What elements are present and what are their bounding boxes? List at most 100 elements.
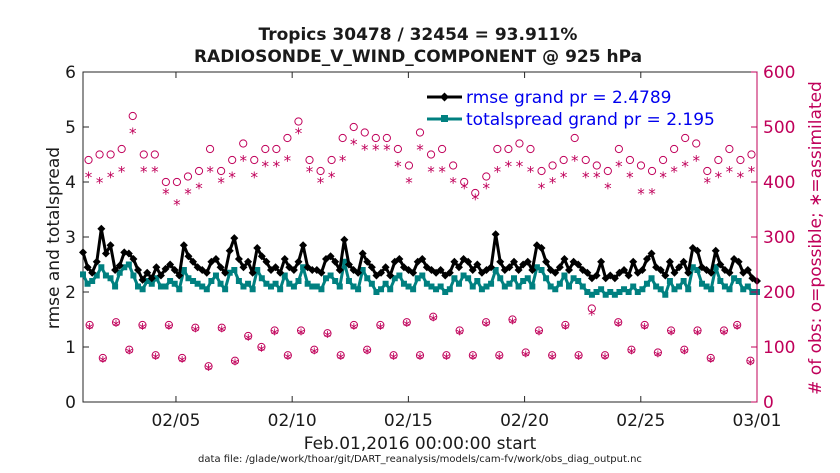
possible-obs-point xyxy=(250,155,259,165)
possible-obs-point xyxy=(139,150,148,159)
series-layer: * * * *** **** *** **** * **** *** * * ***** ** **** * *… xyxy=(79,111,761,379)
totalspread-point xyxy=(203,286,210,293)
rmse-point xyxy=(115,261,124,270)
assimilated-obs-point: * xyxy=(306,163,314,181)
totalspread-point xyxy=(552,286,559,293)
rmse-point xyxy=(386,271,395,280)
assimilated-obs-point: * xyxy=(324,328,332,346)
totalspread-point xyxy=(731,275,738,282)
rmse-point xyxy=(638,266,647,274)
assimilated-obs-point: * xyxy=(522,347,530,365)
assimilated-obs-point: * xyxy=(206,163,214,181)
totalspread-point xyxy=(547,283,554,290)
totalspread-point xyxy=(290,283,297,290)
totalspread-point xyxy=(689,264,696,271)
assimilated-obs-point: * xyxy=(549,174,557,192)
assimilated-obs-point: * xyxy=(614,317,622,335)
totalspread-point xyxy=(410,286,417,293)
legend-spread-label: totalspread grand pr = 2.195 xyxy=(466,110,715,130)
possible-obs-point xyxy=(349,122,358,132)
assimilated-obs-point: * xyxy=(107,169,115,187)
rmse-point xyxy=(395,255,404,263)
assimilated-obs-point: * xyxy=(737,169,745,187)
assimilated-obs-point: * xyxy=(173,196,181,214)
totalspread-point xyxy=(455,280,462,287)
totalspread-point xyxy=(694,267,701,273)
totalspread-point xyxy=(157,283,164,290)
assimilated-obs-point: * xyxy=(377,320,385,338)
x-tick-label: 02/05 xyxy=(151,411,200,431)
assimilated-obs-point: * xyxy=(575,350,583,368)
rmse-point xyxy=(679,257,688,266)
x-tick-label: 02/25 xyxy=(616,411,665,431)
assimilated-obs-point: * xyxy=(548,350,556,368)
rmse-point xyxy=(106,241,115,250)
rmse-point xyxy=(79,248,87,257)
rmse-point xyxy=(647,249,656,258)
possible-obs-point xyxy=(323,329,332,338)
totalspread-point xyxy=(121,264,128,271)
rmse-point xyxy=(610,274,619,283)
totalspread-point xyxy=(208,278,215,284)
assimilated-obs-point: * xyxy=(456,325,464,343)
rmse-point xyxy=(505,263,514,272)
totalspread-point xyxy=(391,275,398,282)
assimilated-obs-point: * xyxy=(126,345,134,363)
totalspread-point xyxy=(721,283,728,290)
totalspread-point xyxy=(80,271,86,278)
possible-obs-point xyxy=(468,351,477,360)
rmse-point xyxy=(528,266,537,274)
totalspread-point xyxy=(396,272,403,279)
possible-obs-point xyxy=(106,150,115,159)
totalspread-point xyxy=(194,280,201,287)
totalspread-point xyxy=(89,278,96,284)
rmse-point xyxy=(565,266,574,274)
assimilated-obs-point: * xyxy=(262,158,270,176)
rmse-point xyxy=(276,268,285,277)
rmse-point xyxy=(326,252,335,261)
assimilated-obs-point: * xyxy=(648,185,656,203)
possible-obs-point xyxy=(338,133,347,143)
totalspread-point xyxy=(483,283,490,290)
x-tick-label: 02/10 xyxy=(268,411,317,431)
possible-obs-point xyxy=(84,155,93,165)
possible-obs-point xyxy=(746,356,755,365)
possible-obs-point xyxy=(559,155,568,165)
rmse-point xyxy=(707,268,716,277)
possible-obs-point xyxy=(508,315,517,324)
assimilated-obs-point: * xyxy=(99,353,107,371)
possible-obs-point xyxy=(587,304,596,313)
rmse-point xyxy=(560,255,569,263)
totalspread-point xyxy=(153,275,160,282)
assimilated-obs-point: * xyxy=(748,163,756,181)
rmse-point xyxy=(308,266,317,274)
rmse-point xyxy=(271,263,280,272)
assimilated-obs-point: * xyxy=(626,169,634,187)
possible-obs-point xyxy=(714,155,723,165)
assimilated-obs-point: * xyxy=(527,163,535,181)
rmse-point xyxy=(592,271,601,280)
totalspread-point xyxy=(575,278,582,284)
y-axis-right-label: # of obs: o=possible; ∗=assimilated xyxy=(806,81,826,395)
assimilated-obs-point: * xyxy=(383,141,391,159)
assimilated-obs-point: * xyxy=(538,180,546,198)
totalspread-point xyxy=(180,267,187,273)
rmse-point xyxy=(262,257,271,266)
possible-obs-point xyxy=(733,320,742,330)
totalspread-point xyxy=(423,280,430,287)
totalspread-point xyxy=(148,280,155,287)
rmse-point xyxy=(450,257,459,266)
rmse-point xyxy=(138,275,147,284)
y-left-tick-label: 1 xyxy=(65,338,76,358)
possible-obs-point xyxy=(230,356,240,365)
assimilated-obs-point: * xyxy=(429,312,437,330)
assimilated-obs-point: * xyxy=(654,347,662,365)
possible-obs-point xyxy=(442,351,451,360)
rmse-point xyxy=(363,257,372,266)
assimilated-obs-point: * xyxy=(363,345,371,363)
possible-obs-point xyxy=(376,320,385,330)
rmse-point xyxy=(289,266,298,274)
totalspread-point xyxy=(93,272,100,279)
totalspread-point xyxy=(561,272,568,279)
